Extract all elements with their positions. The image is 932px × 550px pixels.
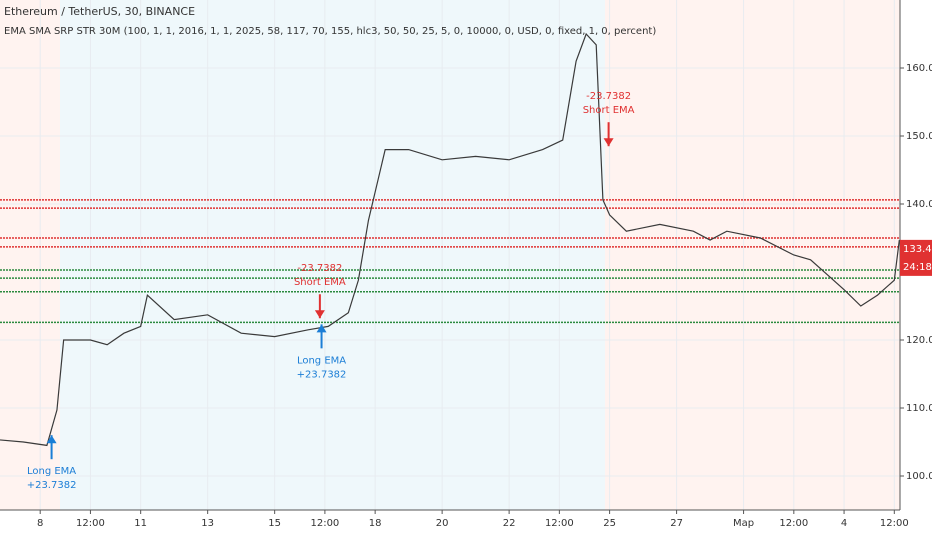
x-tick-label: 15 — [268, 518, 281, 529]
x-tick-label: 12:00 — [76, 518, 105, 529]
signal-label: Long EMA — [27, 466, 76, 477]
indicator-label: EMA SMA SRP STR 30M (100, 1, 1, 2016, 1,… — [4, 26, 656, 37]
session-bg — [605, 0, 900, 510]
signal-label: Short EMA — [583, 105, 635, 116]
x-tick-label: 20 — [436, 518, 449, 529]
chart-title: Ethereum / TetherUS, 30, BINANCE — [4, 5, 195, 18]
last-price-label: 133.40 — [903, 244, 932, 255]
signal-arrowhead — [314, 310, 325, 319]
signal-label: -23.7382 — [297, 263, 342, 274]
x-tick-label: 8 — [37, 518, 43, 529]
signal-arrowhead — [603, 138, 614, 147]
y-tick-label: 150.00 — [906, 131, 932, 142]
signal-label: Short EMA — [294, 277, 346, 288]
signal-label: +23.7382 — [297, 369, 347, 380]
x-tick-label: 12:00 — [880, 518, 909, 529]
signal-label: Long EMA — [297, 355, 346, 366]
bar-timer: 24:18 — [903, 262, 932, 273]
x-tick-label: 12:00 — [779, 518, 808, 529]
grid — [0, 0, 900, 510]
y-tick-label: 110.00 — [906, 403, 932, 414]
signal-arrowhead — [316, 324, 327, 333]
signal-label: +23.7382 — [27, 480, 77, 491]
price-line — [0, 32, 900, 447]
x-tick-label: 11 — [134, 518, 147, 529]
x-tick-label: Мар — [733, 518, 754, 529]
session-bg — [0, 0, 60, 510]
x-tick-label: 13 — [201, 518, 214, 529]
y-tick-label: 100.00 — [906, 471, 932, 482]
signal-arrowhead — [46, 435, 57, 444]
y-tick-label: 160.00 — [906, 63, 932, 74]
x-tick-label: 12:00 — [310, 518, 339, 529]
x-tick-label: 12:00 — [545, 518, 574, 529]
x-tick-label: 18 — [369, 518, 382, 529]
x-tick-label: 4 — [841, 518, 847, 529]
y-tick-label: 120.00 — [906, 335, 932, 346]
last-price-box — [900, 239, 932, 276]
x-tick-label: 27 — [670, 518, 683, 529]
y-tick-label: 140.00 — [906, 199, 932, 210]
signal-label: -23.7382 — [586, 91, 631, 102]
x-tick-label: 25 — [603, 518, 616, 529]
session-bg — [60, 0, 605, 510]
x-tick-label: 22 — [503, 518, 516, 529]
